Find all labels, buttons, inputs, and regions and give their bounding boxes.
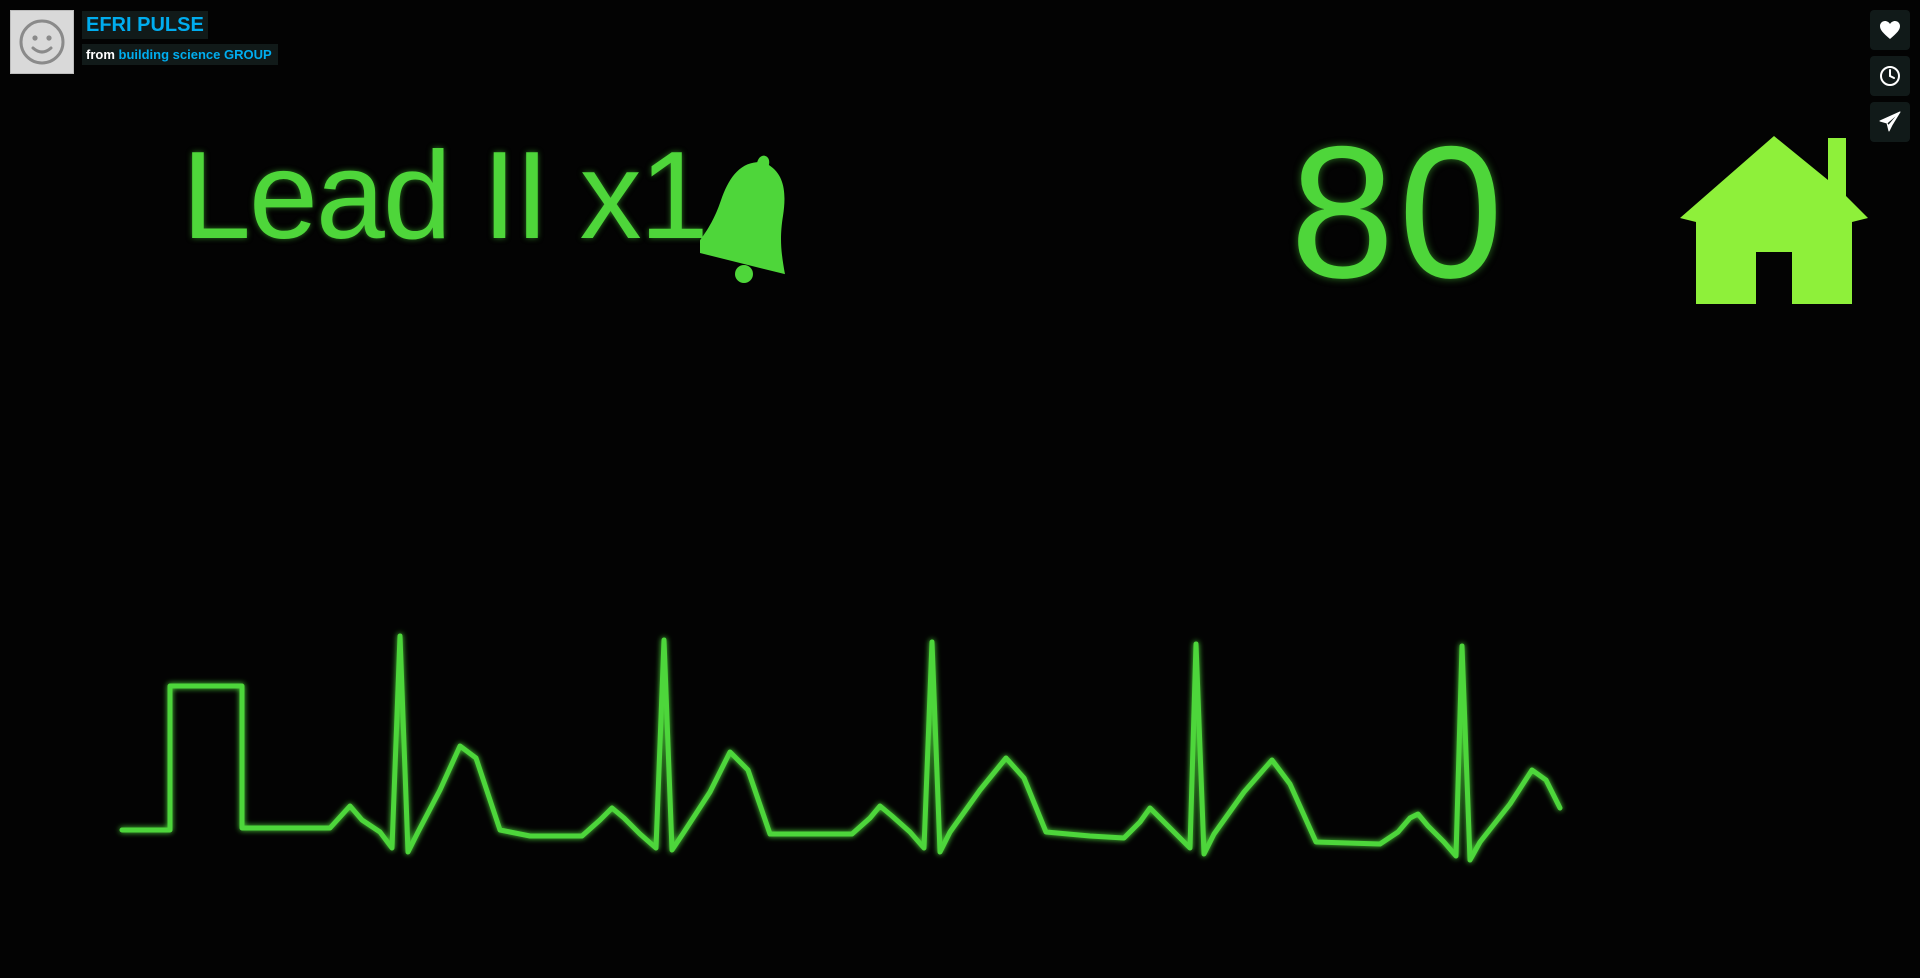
send-icon <box>1879 111 1901 132</box>
face-icon <box>19 19 65 65</box>
avatar[interactable] <box>10 10 74 74</box>
share-button[interactable] <box>1870 102 1910 142</box>
from-label: from <box>86 47 115 62</box>
side-actions <box>1870 10 1910 142</box>
heart-rate-value: 80 <box>1290 107 1508 317</box>
house-icon <box>1678 134 1870 311</box>
watch-later-button[interactable] <box>1870 56 1910 96</box>
ecg-trace <box>119 633 1563 863</box>
like-button[interactable] <box>1870 10 1910 50</box>
owner-link[interactable]: building science GROUP <box>118 47 272 62</box>
video-title-link[interactable]: EFRI PULSE <box>82 11 208 39</box>
heart-icon <box>1880 21 1900 39</box>
clock-icon <box>1880 66 1900 86</box>
video-byline: EFRI PULSE from building science GROUP <box>10 10 278 74</box>
bell-icon <box>691 146 800 291</box>
byline-text: from building science GROUP <box>82 44 278 65</box>
lead-label: Lead II x1 <box>182 127 709 265</box>
